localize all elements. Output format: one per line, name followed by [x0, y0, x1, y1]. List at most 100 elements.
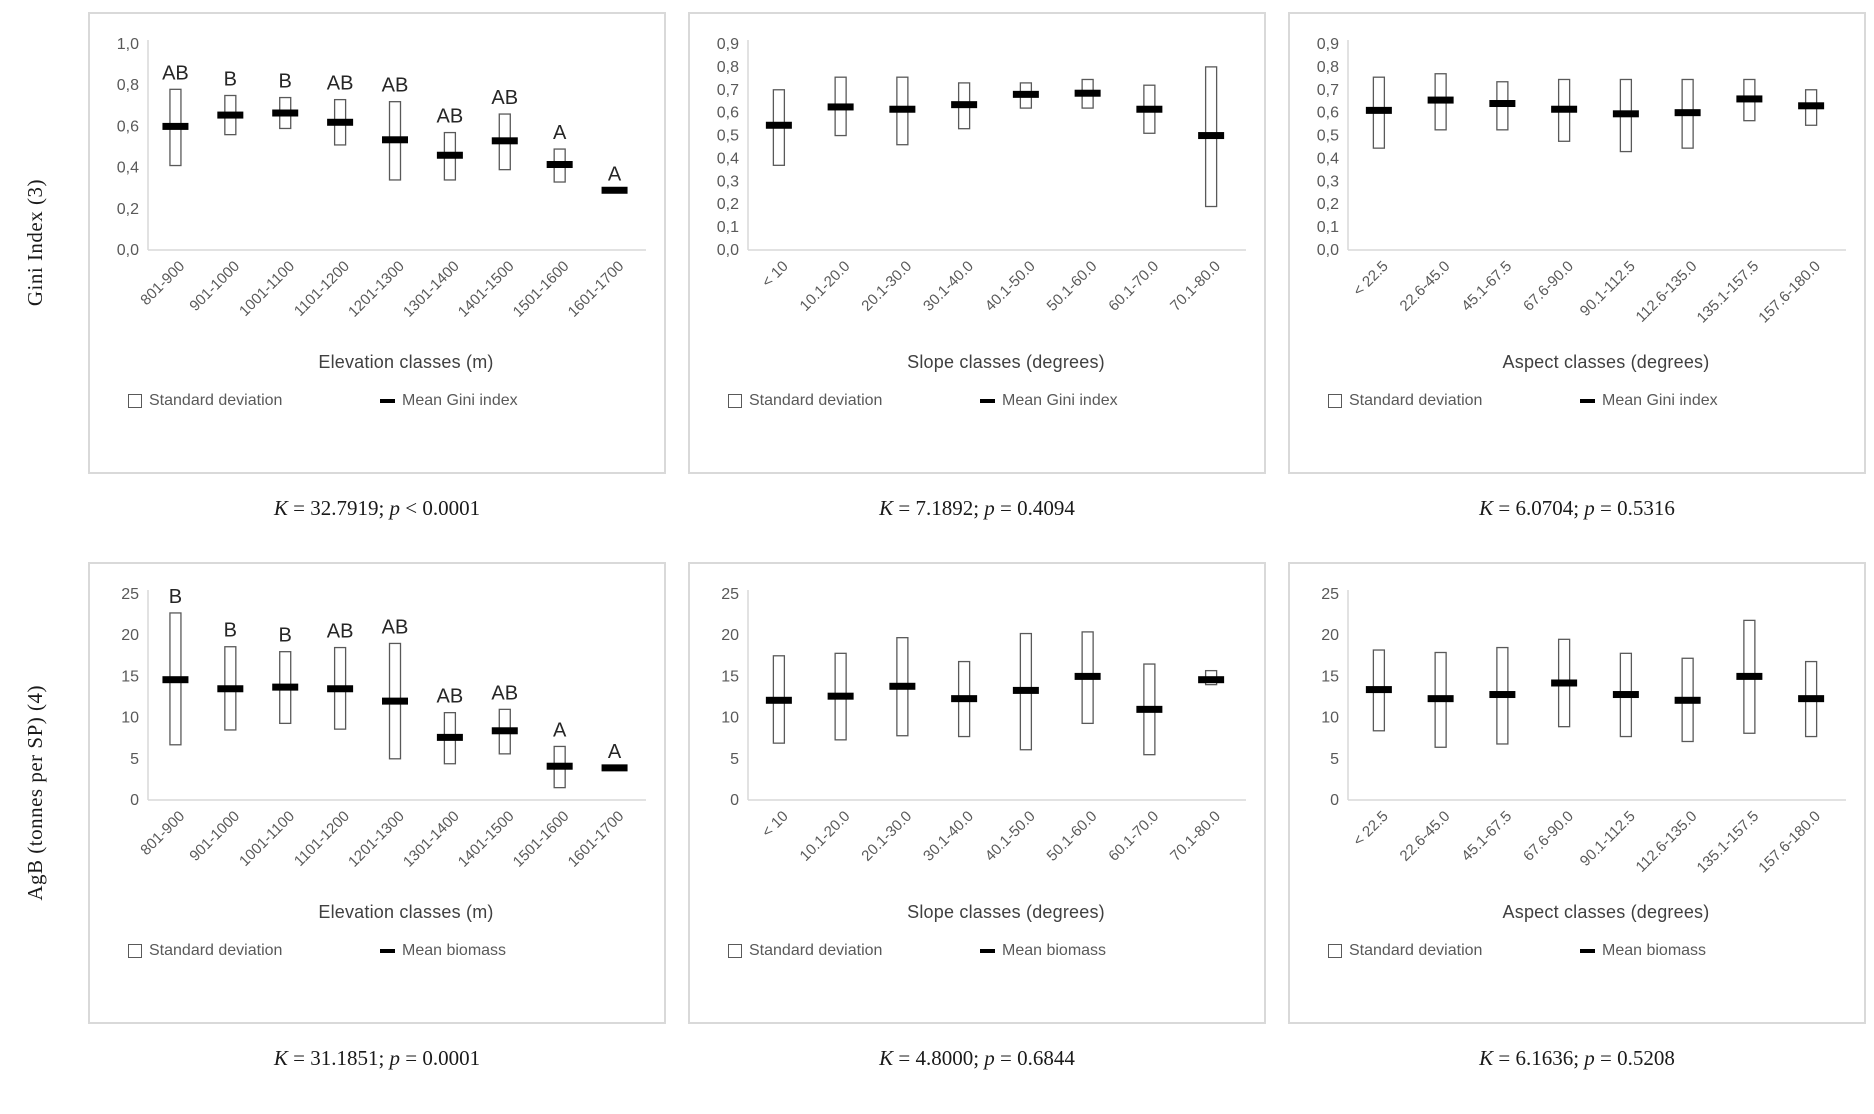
significance-letter: AB — [382, 75, 409, 97]
x-category-label: 1501-1600 — [510, 808, 573, 871]
row-label-gini: Gini Index (3) — [4, 12, 66, 474]
legend-sd-label: Standard deviation — [1349, 942, 1483, 959]
p-symbol: p — [1584, 1046, 1595, 1070]
x-category-label: 30.1-40.0 — [920, 808, 977, 865]
y-tick-label: 10 — [1321, 710, 1339, 727]
agb-elevation-chart: 0 5 10 15 20 25 B 801-900 B 901-1000 B 1001-1100 AB 1… — [121, 586, 646, 871]
x-category-label: 157.6-180.0 — [1755, 808, 1824, 877]
x-category-label: 1101-1200 — [291, 808, 353, 870]
panel-gini-aspect: 0,0 0,1 0,2 0,3 0,4 0,5 0,6 0,7 0,8 0,9 < 22.5 22.6… — [1288, 12, 1866, 474]
k-symbol: K — [1479, 496, 1494, 520]
legend-item-mean: Mean Gini index — [1580, 392, 1718, 410]
legend-mean-label: Mean Gini index — [402, 392, 518, 409]
mean-marker — [1736, 95, 1763, 103]
mean-marker — [1674, 109, 1701, 117]
legend-item-mean: Mean Gini index — [980, 392, 1118, 410]
y-tick-label: 0,1 — [717, 219, 739, 236]
legend-item-sd: Standard deviation — [1328, 942, 1580, 960]
mean-marker — [1136, 705, 1163, 713]
x-category-label: 157.6-180.0 — [1755, 258, 1824, 327]
kruskal-stat-agb-elevation: K = 31.1851; p = 0.0001 — [88, 1024, 666, 1114]
mean-marker — [1674, 696, 1701, 704]
mean-marker — [951, 101, 978, 109]
p-value: = 0.5316 — [1594, 496, 1675, 520]
mean-marker — [1074, 89, 1101, 97]
mean-marker — [272, 109, 299, 117]
mean-marker — [162, 122, 189, 130]
x-category-label: < 22.5 — [1350, 258, 1392, 300]
x-category-label: < 10 — [759, 808, 792, 841]
panel-agb-elevation: 0 5 10 15 20 25 B 801-900 B 901-1000 B 1001-1100 AB 1… — [88, 562, 666, 1024]
y-tick-label: 5 — [1330, 751, 1339, 768]
mean-swatch-icon — [380, 949, 395, 953]
k-value: = 4.8000; — [893, 1046, 985, 1070]
legend: Standard deviation Mean Gini index — [690, 392, 1264, 410]
mean-marker — [765, 696, 792, 704]
mean-swatch-icon — [980, 949, 995, 953]
y-tick-label: 0,7 — [717, 82, 739, 99]
significance-letter: B — [224, 69, 237, 91]
x-category-label: 1301-1400 — [400, 258, 463, 321]
legend-item-mean: Mean biomass — [1580, 942, 1706, 960]
mean-swatch-icon — [1580, 949, 1595, 953]
agb-aspect-chart: 0 5 10 15 20 25 < 22.5 22.6-45.0 45.1-67.5 67.6-9… — [1321, 586, 1846, 877]
y-tick-label: 0,3 — [717, 173, 739, 190]
x-category-label: 10.1-20.0 — [797, 808, 854, 865]
y-tick-label: 0,5 — [1317, 128, 1339, 145]
mean-marker — [382, 136, 408, 144]
std-dev-swatch-icon — [1328, 944, 1342, 958]
y-tick-label: 0,5 — [717, 128, 739, 145]
x-category-label: 135.1-157.5 — [1694, 258, 1763, 327]
mean-marker — [601, 186, 628, 194]
significance-letter: B — [279, 71, 292, 93]
mean-marker — [951, 695, 978, 703]
x-category-label: 67.6-90.0 — [1520, 258, 1577, 315]
mean-marker — [217, 111, 244, 119]
mean-marker — [1074, 672, 1101, 680]
y-tick-label: 20 — [721, 627, 739, 644]
significance-letter: A — [608, 741, 622, 763]
y-tick-label: 0,0 — [717, 242, 739, 259]
row-label-gini-text: Gini Index (3) — [22, 179, 47, 307]
mean-marker — [765, 121, 792, 129]
p-value: = 0.5208 — [1594, 1046, 1675, 1070]
mean-marker — [491, 727, 518, 735]
std-dev-swatch-icon — [128, 944, 142, 958]
significance-letter: AB — [437, 686, 464, 708]
legend: Standard deviation Mean Gini index — [1290, 392, 1864, 410]
mean-marker — [1798, 695, 1825, 703]
kruskal-stat-gini-aspect: K = 6.0704; p = 0.5316 — [1288, 474, 1866, 562]
y-tick-label: 0,4 — [117, 160, 139, 177]
x-category-label: 90.1-112.5 — [1577, 808, 1639, 870]
p-value: = 0.4094 — [994, 496, 1075, 520]
mean-marker — [827, 103, 854, 111]
x-category-label: 70.1-80.0 — [1167, 808, 1224, 865]
k-symbol: K — [879, 496, 894, 520]
y-tick-label: 5 — [130, 751, 139, 768]
kruskal-stat-agb-slope: K = 4.8000; p = 0.6844 — [688, 1024, 1266, 1114]
k-value: = 32.7919; — [287, 496, 390, 520]
y-tick-label: 0,0 — [117, 242, 139, 259]
legend-sd-label: Standard deviation — [749, 942, 883, 959]
significance-letter: AB — [162, 62, 189, 84]
significance-letter: AB — [327, 73, 354, 95]
mean-marker — [1012, 686, 1039, 694]
y-tick-label: 10 — [121, 710, 139, 727]
x-category-label: 1301-1400 — [400, 808, 463, 871]
y-tick-label: 15 — [1321, 668, 1339, 685]
mean-marker — [272, 683, 299, 691]
mean-marker — [1365, 106, 1392, 114]
significance-letter: AB — [382, 616, 409, 638]
y-tick-label: 1,0 — [117, 36, 139, 53]
mean-swatch-icon — [1580, 399, 1595, 403]
y-tick-label: 0,6 — [717, 105, 739, 122]
legend-mean-label: Mean Gini index — [1602, 392, 1718, 409]
mean-marker — [889, 682, 916, 690]
mean-marker — [601, 764, 628, 772]
mean-marker — [1736, 672, 1763, 680]
legend: Standard deviation Mean Gini index — [90, 392, 664, 410]
legend-item-sd: Standard deviation — [1328, 392, 1580, 410]
x-category-label: 901-1000 — [186, 258, 243, 315]
mean-marker — [546, 762, 573, 770]
significance-letter: A — [553, 122, 567, 144]
